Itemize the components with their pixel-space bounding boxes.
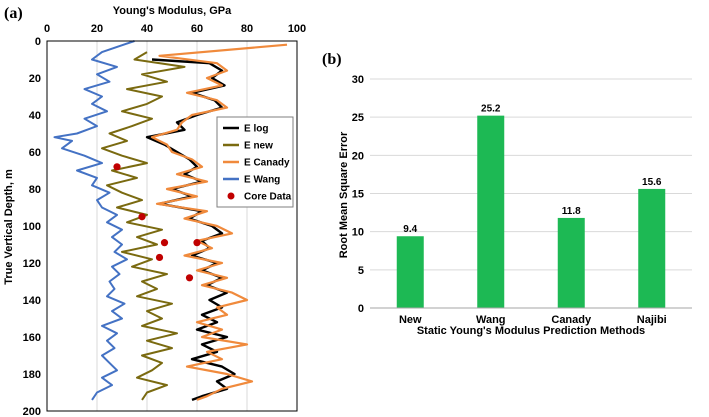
panel-a-x-tick-3: 60 xyxy=(191,23,203,35)
panel-a-y-tick-labels: 0 20 40 60 80 100 120 140 160 180 200 xyxy=(23,36,41,417)
panel-a-y-tick-1: 20 xyxy=(29,73,41,85)
panel-b-y-tick-3: 15 xyxy=(352,189,364,201)
panel-b-category-wang: Wang xyxy=(476,314,506,326)
panel-a-core-point-0 xyxy=(113,163,121,171)
panel-b-value-label-najibi: 15.6 xyxy=(642,177,662,188)
panel-b-category-new: New xyxy=(399,314,422,326)
panel-a-plot-frame xyxy=(46,40,298,412)
panel-b-category-canady: Canady xyxy=(551,314,592,326)
panel-a-legend-label-e-log: E log xyxy=(244,124,268,135)
panel-a-x-tick-5: 100 xyxy=(288,23,306,35)
panel-a-y-tick-9: 180 xyxy=(23,369,41,381)
panel-a-series-e-wang xyxy=(53,40,135,401)
panel-a-x-tick-labels: 0 20 40 60 80 100 xyxy=(44,23,306,35)
panel-b-y-tick-1: 5 xyxy=(358,265,364,277)
panel-a-series-e-new xyxy=(101,51,186,401)
panel-a-label: (a) xyxy=(4,5,23,22)
panel-b-y-tick-5: 25 xyxy=(352,112,364,124)
panel-a-gridlines xyxy=(96,41,248,411)
panel-a-y-tick-2: 40 xyxy=(29,110,41,122)
panel-a-core-data-points xyxy=(113,163,201,282)
panel-a-depth-log-chart: (a) Young's Modulus, GPa True Vertical D… xyxy=(3,5,306,417)
panel-a-legend-label-e-wang: E Wang xyxy=(244,175,280,186)
panel-a-core-point-4 xyxy=(155,253,164,262)
panel-b-value-label-new: 9.4 xyxy=(403,224,417,235)
panel-b-y-tick-2: 10 xyxy=(352,227,364,239)
panel-b-bar-najibi xyxy=(638,188,666,308)
panel-b-y-axis-title: Root Mean Square Error xyxy=(338,131,350,258)
panel-b-value-labels: 9.4 25.2 11.8 15.6 xyxy=(403,104,662,236)
panel-a-x-axis-title: Young's Modulus, GPa xyxy=(113,5,232,17)
panel-a-y-tick-3: 60 xyxy=(29,147,41,159)
panel-a-y-tick-4: 80 xyxy=(29,184,41,196)
panel-a-x-tick-1: 20 xyxy=(91,23,103,35)
panel-a-y-tick-10: 200 xyxy=(23,406,41,417)
panel-a-legend-swatch-core-data xyxy=(227,192,235,200)
panel-a-x-tick-4: 80 xyxy=(241,23,253,35)
panel-b-label: (b) xyxy=(322,51,342,68)
panel-a-x-tick-2: 40 xyxy=(141,23,153,35)
panel-b-category-najibi: Najibi xyxy=(637,314,667,326)
panel-a-legend-label-e-canady: E Canady xyxy=(244,158,290,169)
panel-a-series-lines xyxy=(53,40,288,402)
panel-a-core-point-1 xyxy=(138,213,146,221)
panel-b-y-tick-labels: 0 5 10 15 20 25 30 xyxy=(352,74,364,315)
panel-b-x-axis-title: Static Young's Modulus Prediction Method… xyxy=(417,325,645,337)
panel-a-core-point-3 xyxy=(193,239,201,247)
panel-a-y-tick-8: 160 xyxy=(23,332,41,344)
panel-b-rmse-bar-chart: (b) Root Mean Square Error Static Young'… xyxy=(322,51,692,337)
panel-b-value-label-canady: 11.8 xyxy=(562,206,581,217)
panel-b-value-label-wang: 25.2 xyxy=(481,104,501,115)
panel-b-bar-wang xyxy=(477,115,505,308)
panel-a-x-tick-0: 0 xyxy=(44,23,50,35)
panel-b-y-tick-0: 0 xyxy=(358,303,364,315)
panel-a-legend-label-core-data: Core Data xyxy=(244,192,292,203)
panel-a-core-point-5 xyxy=(185,274,194,282)
panel-a-legend-label-e-new: E new xyxy=(244,141,273,152)
panel-b-y-tick-6: 30 xyxy=(352,74,364,86)
panel-a-y-tick-6: 120 xyxy=(23,258,41,270)
panel-a-core-point-2 xyxy=(160,239,169,247)
panel-a-series-e-canady xyxy=(150,43,288,401)
panel-b-category-labels: New Wang Canady Najibi xyxy=(399,314,667,326)
panel-b-bar-canady xyxy=(557,217,585,308)
panel-a-y-tick-7: 140 xyxy=(23,295,41,307)
panel-a-legend: E log E new E Canady E Wang Core Data xyxy=(216,116,294,208)
panel-a-y-tick-5: 100 xyxy=(23,221,41,233)
panel-b-bars xyxy=(396,115,666,308)
panel-a-y-axis-title: True Vertical Depth, m xyxy=(3,169,15,285)
panel-b-bar-new xyxy=(396,236,424,308)
panel-a-y-tick-0: 0 xyxy=(35,36,41,48)
panel-b-y-tick-4: 20 xyxy=(352,150,364,162)
